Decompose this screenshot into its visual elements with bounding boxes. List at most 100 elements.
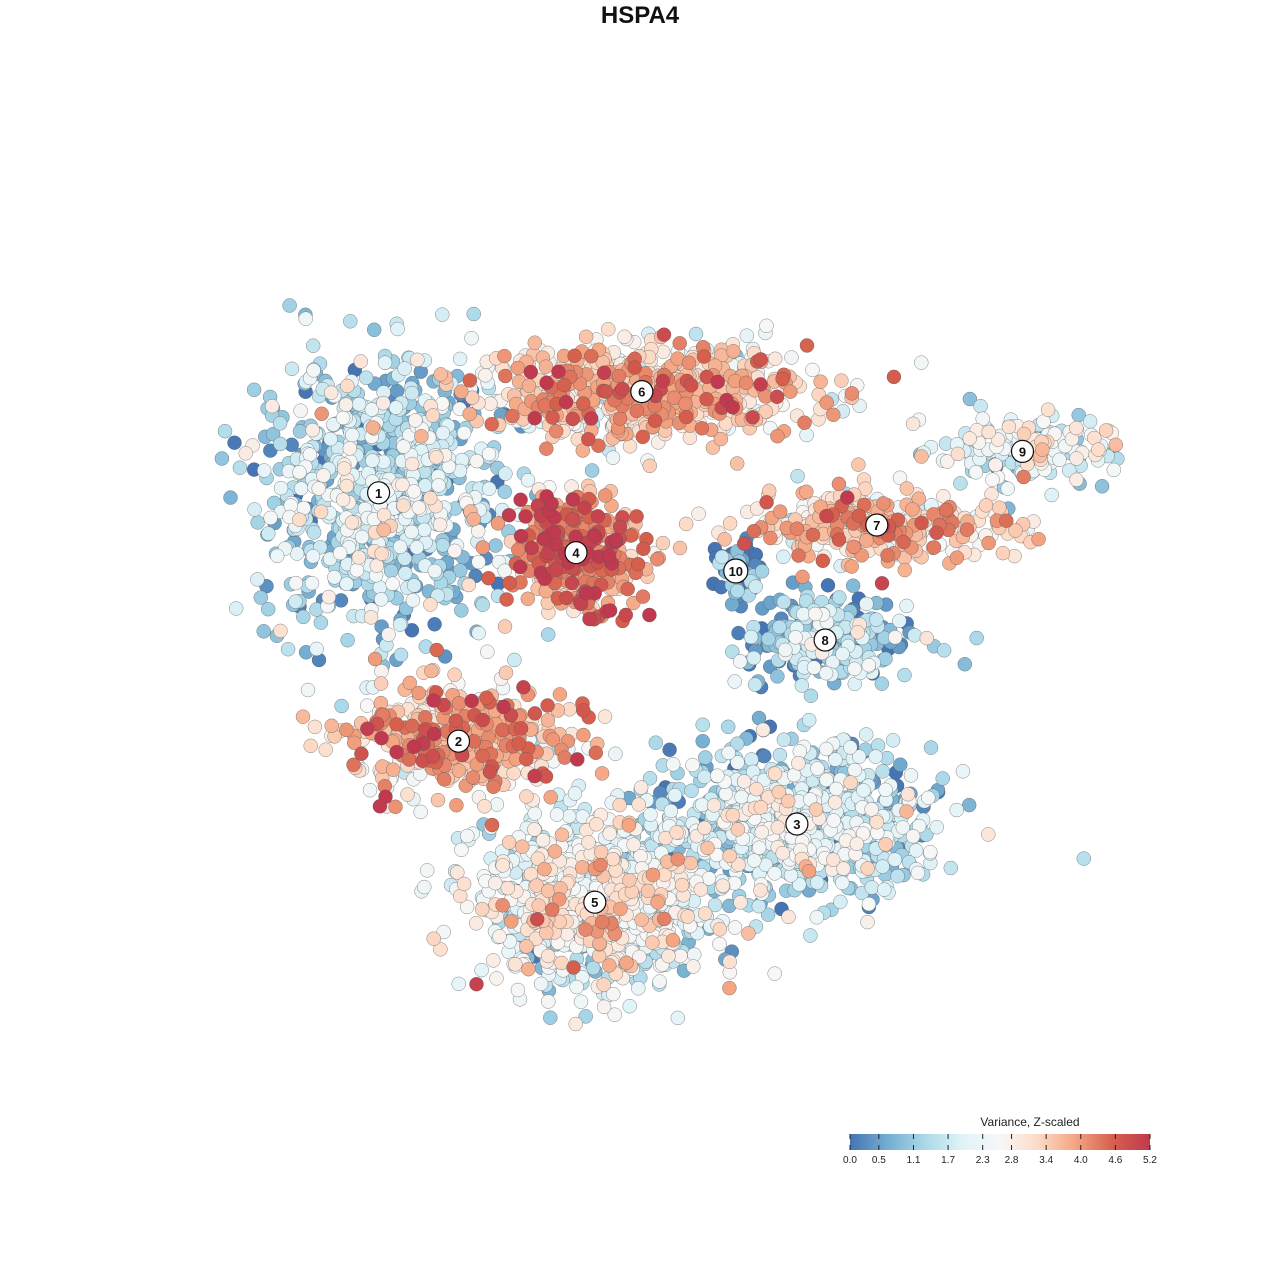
data-point-cluster-1 — [338, 397, 354, 412]
data-point-cluster-5 — [622, 873, 637, 888]
data-point-cluster-1 — [334, 698, 349, 714]
data-point-cluster-1 — [396, 439, 411, 454]
data-point-cluster-2 — [451, 696, 467, 711]
data-point-cluster-5 — [454, 842, 469, 858]
data-point-cluster-1 — [405, 593, 421, 608]
data-point-cluster-5 — [559, 926, 575, 942]
data-point-cluster-3 — [949, 802, 964, 818]
data-point-cluster-3 — [900, 786, 916, 802]
data-point-cluster-2 — [448, 713, 464, 729]
data-point-cluster-6 — [834, 373, 849, 388]
data-point-cluster-1 — [292, 512, 307, 527]
data-point-cluster-1 — [264, 398, 280, 414]
data-point-cluster-2 — [479, 690, 494, 705]
data-point-cluster-1 — [423, 597, 438, 612]
data-point-cluster-7 — [995, 545, 1011, 561]
data-point-cluster-6 — [851, 457, 866, 472]
data-point-cluster-8 — [772, 619, 787, 635]
data-point-cluster-3 — [667, 788, 683, 803]
data-point-cluster-3 — [875, 764, 890, 779]
data-point-cluster-1 — [435, 425, 451, 441]
data-point-cluster-1 — [228, 601, 244, 616]
data-point-cluster-1 — [342, 441, 358, 456]
data-point-cluster-1 — [273, 480, 289, 496]
data-point-cluster-5 — [578, 922, 593, 937]
data-point-cluster-6 — [539, 441, 554, 456]
data-point-cluster-6 — [767, 351, 783, 367]
data-point-cluster-5 — [489, 971, 504, 986]
data-point-cluster-5 — [712, 936, 727, 952]
data-point-cluster-8 — [818, 665, 834, 681]
data-point-cluster-4 — [655, 535, 671, 551]
data-point-cluster-1 — [340, 632, 355, 648]
data-point-cluster-1 — [273, 436, 288, 452]
data-point-cluster-1 — [345, 427, 360, 443]
data-point-cluster-8 — [907, 628, 922, 643]
data-point-cluster-5 — [459, 899, 475, 915]
data-point-cluster-1 — [344, 515, 360, 530]
data-point-cluster-3 — [721, 745, 736, 761]
data-point-cluster-8 — [776, 594, 792, 610]
data-point-cluster-3 — [843, 740, 858, 755]
data-point-cluster-1 — [427, 563, 443, 579]
data-point-cluster-8 — [957, 656, 973, 672]
data-point-cluster-1 — [397, 361, 412, 376]
data-point-cluster-5 — [592, 936, 607, 951]
data-point-cluster-5 — [521, 961, 536, 977]
data-point-cluster-5 — [568, 1016, 583, 1032]
data-point-cluster-5 — [632, 949, 647, 965]
data-point-cluster-2 — [385, 762, 401, 777]
data-point-cluster-9 — [962, 431, 977, 446]
data-point-cluster-10 — [754, 564, 770, 579]
data-point-cluster-9 — [988, 457, 1003, 473]
data-point-cluster-9 — [1069, 420, 1084, 436]
data-point-cluster-7 — [896, 534, 911, 550]
data-point-cluster-9 — [1052, 452, 1067, 468]
data-point-cluster-1 — [404, 524, 419, 540]
data-point-cluster-7 — [876, 496, 891, 511]
data-point-cluster-2 — [486, 779, 501, 795]
data-point-cluster-2 — [400, 787, 415, 802]
data-point-cluster-8 — [874, 676, 890, 691]
data-point-cluster-3 — [847, 762, 862, 778]
data-point-cluster-7 — [763, 530, 778, 546]
data-point-cluster-3 — [819, 772, 834, 788]
data-point-cluster-3 — [753, 800, 769, 815]
data-point-cluster-3 — [890, 868, 905, 884]
data-point-cluster-1 — [327, 570, 342, 585]
data-point-cluster-3 — [729, 736, 745, 751]
data-point-cluster-6 — [738, 375, 754, 391]
data-point-cluster-5 — [683, 855, 698, 871]
data-point-cluster-7 — [981, 535, 996, 551]
data-point-cluster-2 — [465, 770, 481, 785]
data-point-cluster-3 — [885, 733, 901, 748]
data-point-cluster-3 — [801, 863, 817, 879]
data-point-cluster-2 — [411, 685, 426, 701]
data-point-cluster-3 — [749, 781, 764, 797]
data-point-cluster-10 — [730, 583, 745, 599]
data-point-cluster-7 — [992, 500, 1007, 515]
data-point-cluster-3 — [781, 909, 796, 925]
data-point-cluster-2 — [447, 667, 462, 682]
data-point-cluster-3 — [921, 790, 936, 806]
chart-title: HSPA4 — [600, 2, 680, 29]
data-point-cluster-1 — [540, 627, 556, 642]
data-point-cluster-7 — [789, 521, 805, 536]
data-point-cluster-5 — [661, 948, 676, 964]
data-point-cluster-3 — [903, 768, 919, 783]
data-point-cluster-1 — [390, 321, 405, 337]
data-point-cluster-3 — [698, 750, 713, 765]
data-point-cluster-5 — [602, 826, 617, 841]
data-point-cluster-2 — [552, 687, 568, 702]
data-point-cluster-1 — [358, 370, 374, 385]
data-point-cluster-3 — [783, 868, 799, 883]
data-point-cluster-7 — [905, 502, 920, 517]
data-point-cluster-1 — [305, 422, 320, 438]
data-point-cluster-3 — [826, 813, 841, 828]
data-point-cluster-6 — [456, 425, 472, 441]
data-point-cluster-5 — [633, 780, 649, 795]
data-point-cluster-3 — [744, 752, 759, 767]
data-point-cluster-1 — [306, 363, 321, 378]
data-point-cluster-1 — [336, 461, 352, 476]
data-point-cluster-3 — [780, 793, 796, 809]
